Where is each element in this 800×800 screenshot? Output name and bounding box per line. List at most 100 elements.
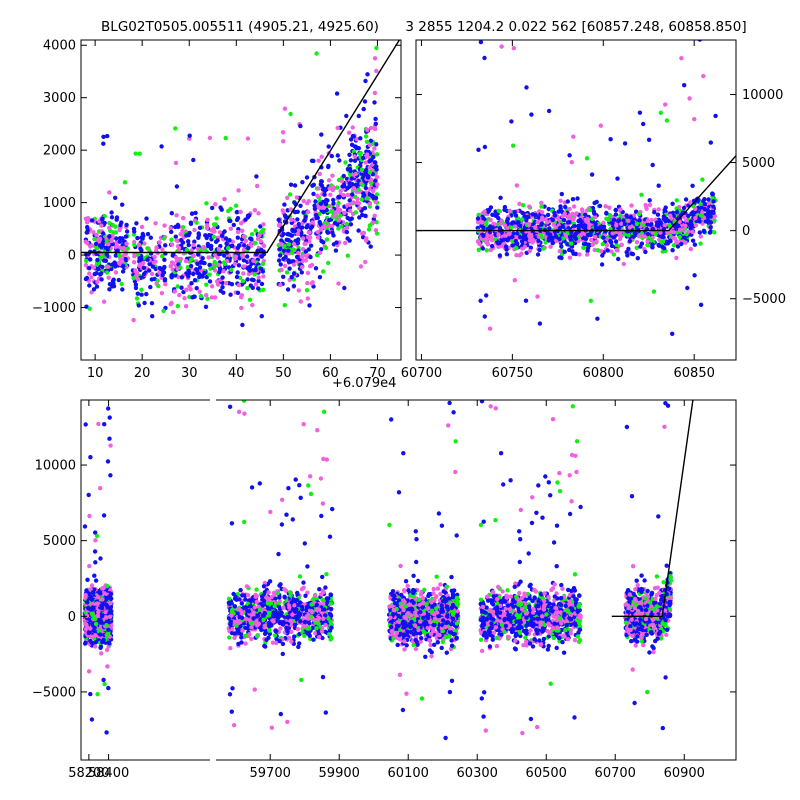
top-left-point bbox=[171, 309, 176, 315]
bottom-point bbox=[272, 592, 277, 597]
bottom-point bbox=[444, 650, 449, 655]
top-right-point bbox=[674, 198, 679, 203]
top-left-point bbox=[204, 225, 210, 231]
top-left-point bbox=[335, 153, 340, 158]
top-right-point bbox=[510, 234, 515, 240]
top-left-point bbox=[313, 266, 319, 271]
bottom-point bbox=[84, 588, 89, 593]
top-right-point bbox=[701, 73, 706, 79]
top-right-point bbox=[551, 222, 556, 227]
bottom-point bbox=[321, 616, 326, 621]
top-right-point bbox=[478, 298, 483, 303]
bottom-point bbox=[242, 519, 247, 525]
top-left-point bbox=[161, 308, 166, 314]
top-left-point bbox=[281, 139, 286, 144]
top-left-point bbox=[134, 221, 139, 226]
top-left-point bbox=[290, 250, 295, 256]
top-left-point bbox=[331, 197, 336, 203]
top-left-point bbox=[236, 188, 241, 193]
top-left-point bbox=[327, 186, 332, 191]
top-right-point bbox=[554, 234, 559, 239]
top-left-point bbox=[110, 284, 115, 289]
top-left-point bbox=[286, 238, 291, 243]
top-right-point bbox=[692, 117, 697, 122]
top-right-point bbox=[539, 222, 544, 227]
top-left-point bbox=[370, 220, 376, 225]
top-left-point bbox=[301, 210, 306, 215]
bottom-point bbox=[311, 596, 316, 602]
top-left-point bbox=[160, 247, 165, 252]
bottom-point bbox=[243, 616, 249, 622]
top-left-point bbox=[87, 266, 92, 271]
top-left-point bbox=[149, 301, 155, 306]
top-right-point bbox=[496, 208, 501, 213]
top-left-point bbox=[227, 218, 232, 223]
top-right-point bbox=[535, 220, 540, 225]
bottom-point bbox=[324, 457, 329, 462]
top-right-point bbox=[536, 238, 541, 243]
top-left-point bbox=[348, 222, 354, 227]
top-left-point bbox=[110, 223, 116, 228]
top-left-point bbox=[303, 241, 308, 246]
top-left-point bbox=[358, 264, 364, 269]
top-right-point bbox=[527, 248, 532, 254]
top-left-point bbox=[208, 266, 213, 271]
top-right-point bbox=[705, 211, 711, 216]
bottom-point bbox=[321, 409, 327, 414]
top-left-point bbox=[230, 243, 235, 248]
top-left-point bbox=[85, 225, 90, 230]
top-right-point bbox=[573, 231, 579, 236]
top-right-point bbox=[484, 293, 489, 298]
top-left-point bbox=[335, 125, 340, 131]
bottom-point bbox=[289, 600, 294, 605]
top-left-point bbox=[203, 233, 208, 238]
top-left-point bbox=[223, 135, 228, 141]
top-left-point bbox=[280, 208, 285, 213]
bottom-point bbox=[294, 607, 299, 612]
top-left-point bbox=[88, 244, 93, 249]
top-right-point bbox=[624, 250, 629, 255]
top-left-point bbox=[339, 178, 345, 184]
bottom-point bbox=[229, 613, 234, 618]
top-left-point bbox=[168, 226, 173, 231]
top-right-point bbox=[483, 236, 488, 242]
top-left-point bbox=[194, 220, 199, 225]
top-left-point bbox=[364, 238, 369, 243]
bottom-point bbox=[92, 625, 97, 630]
bottom-point bbox=[281, 605, 286, 610]
top-right-point bbox=[563, 204, 568, 210]
top-right-point bbox=[674, 255, 679, 261]
top-left-point bbox=[101, 258, 107, 263]
top-right-point bbox=[677, 219, 682, 224]
top-left-point bbox=[117, 239, 123, 244]
top-left-point bbox=[204, 293, 209, 298]
top-left-point bbox=[179, 275, 185, 280]
top-left-point bbox=[331, 233, 336, 238]
top-right-point bbox=[663, 205, 668, 210]
top-right-point bbox=[601, 220, 606, 225]
top-left-point bbox=[192, 227, 197, 233]
top-left-point bbox=[360, 212, 365, 218]
top-right-point bbox=[479, 223, 484, 228]
top-left-point bbox=[363, 78, 368, 84]
top-left-point bbox=[260, 261, 266, 267]
top-right-point bbox=[517, 234, 523, 240]
top-right-point bbox=[592, 211, 597, 216]
top-left-point bbox=[314, 215, 319, 221]
bottom-point bbox=[302, 619, 308, 625]
top-left-point bbox=[188, 287, 193, 292]
top-left-point bbox=[313, 199, 318, 204]
top-left-point bbox=[332, 213, 337, 219]
top-right-point bbox=[545, 212, 551, 218]
top-left-y-tick-label: 0 bbox=[68, 249, 76, 264]
top-right-point bbox=[512, 209, 517, 215]
top-left-point bbox=[228, 292, 233, 297]
top-left-point bbox=[292, 183, 298, 188]
top-right-point bbox=[543, 240, 548, 245]
bottom-point bbox=[301, 623, 307, 629]
top-left-point bbox=[202, 270, 207, 276]
top-right-point bbox=[490, 212, 495, 217]
top-left-point bbox=[238, 209, 243, 215]
top-left-point bbox=[342, 210, 347, 216]
top-right-point bbox=[567, 220, 572, 225]
